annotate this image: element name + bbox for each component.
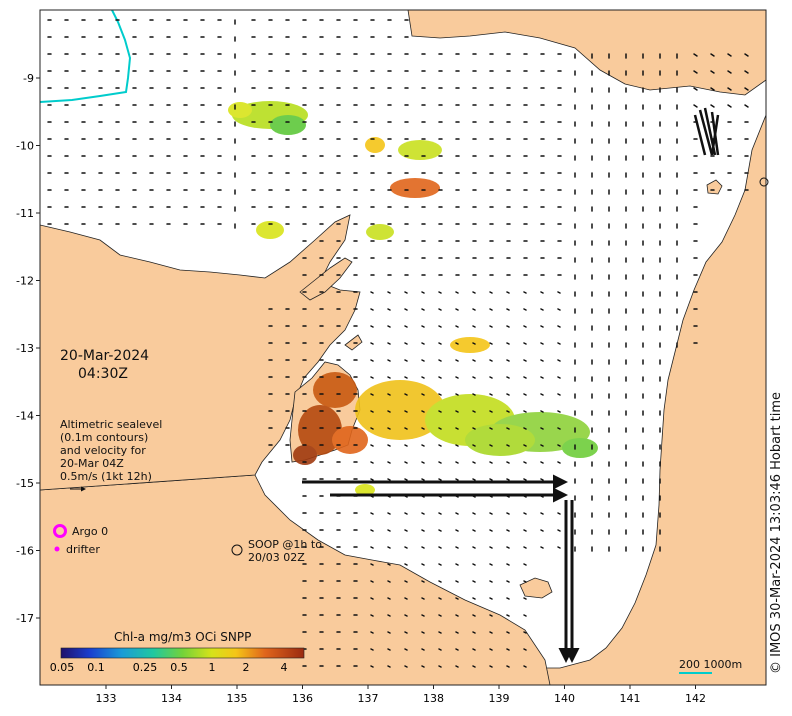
colorbar-ticks: 0.05 0.1 0.25 0.5 1 2 4 [50, 661, 288, 674]
colorbar-tick-label: 2 [243, 661, 250, 674]
lat-tick-label: -10 [16, 140, 34, 153]
colorbar [60, 647, 305, 659]
longitude-ticks: 133 134 135 136 137 138 139 140 141 142 [96, 685, 706, 705]
station-marker [759, 177, 769, 187]
lon-tick-label: 136 [292, 692, 313, 705]
colorbar-tick-label: 0.1 [87, 661, 105, 674]
strong-current-arrows [302, 474, 580, 663]
lon-tick-label: 134 [161, 692, 182, 705]
colorbar-tick-label: 1 [209, 661, 216, 674]
legend-text-1: Altimetric sealevel [60, 418, 163, 431]
lon-tick-label: 135 [227, 692, 248, 705]
strong-current-fan [693, 107, 720, 156]
drifter-marker [54, 546, 60, 552]
soop-label-1: SOOP @1h to [248, 538, 322, 551]
lat-tick-label: -11 [16, 207, 34, 220]
map-time: 04:30Z [78, 366, 128, 382]
lat-tick-label: -16 [16, 545, 34, 558]
colorbar-tick-label: 0.25 [133, 661, 158, 674]
credit-text: © IMOS 30-Mar-2024 13:03:46 Hobart time [769, 391, 784, 674]
soop-marker [231, 544, 243, 556]
legend-text-3: and velocity for [60, 444, 146, 457]
isobath-line [40, 10, 132, 103]
lon-tick-label: 142 [685, 692, 706, 705]
colorbar-tick-label: 0.5 [170, 661, 188, 674]
drifter-label: drifter [66, 543, 100, 556]
lon-tick-label: 139 [489, 692, 510, 705]
lon-tick-label: 141 [620, 692, 641, 705]
colorbar-title: Chl-a mg/m3 OCi SNPP [114, 630, 252, 644]
velocity-arrows [47, 19, 749, 668]
lat-tick-label: -14 [16, 410, 34, 423]
lon-tick-label: 140 [554, 692, 575, 705]
scale-label: 200 1000m [679, 658, 743, 671]
lat-tick-label: -9 [23, 72, 34, 85]
colorbar-tick-label: 4 [281, 661, 288, 674]
legend-text-5: 0.5m/s (1kt 12h) [60, 470, 152, 483]
colorbar-tick-label: 0.05 [50, 661, 75, 674]
lon-tick-label: 137 [358, 692, 379, 705]
legend-text-2: (0.1m contours) [60, 431, 149, 444]
legend-text-4: 20-Mar 04Z [60, 457, 124, 470]
latitude-ticks: -9 -10 -11 -12 -13 -14 -15 -16 -17 [16, 72, 40, 625]
map-date: 20-Mar-2024 [60, 348, 150, 364]
lat-tick-label: -13 [16, 342, 34, 355]
soop-label-2: 20/03 02Z [248, 551, 305, 564]
lon-tick-label: 138 [423, 692, 444, 705]
chlorophyll-patches [228, 101, 598, 496]
lon-tick-label: 133 [96, 692, 117, 705]
argo-marker [53, 524, 67, 538]
lat-tick-label: -15 [16, 477, 34, 490]
lat-tick-label: -17 [16, 612, 34, 625]
argo-label: Argo 0 [72, 525, 109, 538]
lat-tick-label: -12 [16, 275, 34, 288]
